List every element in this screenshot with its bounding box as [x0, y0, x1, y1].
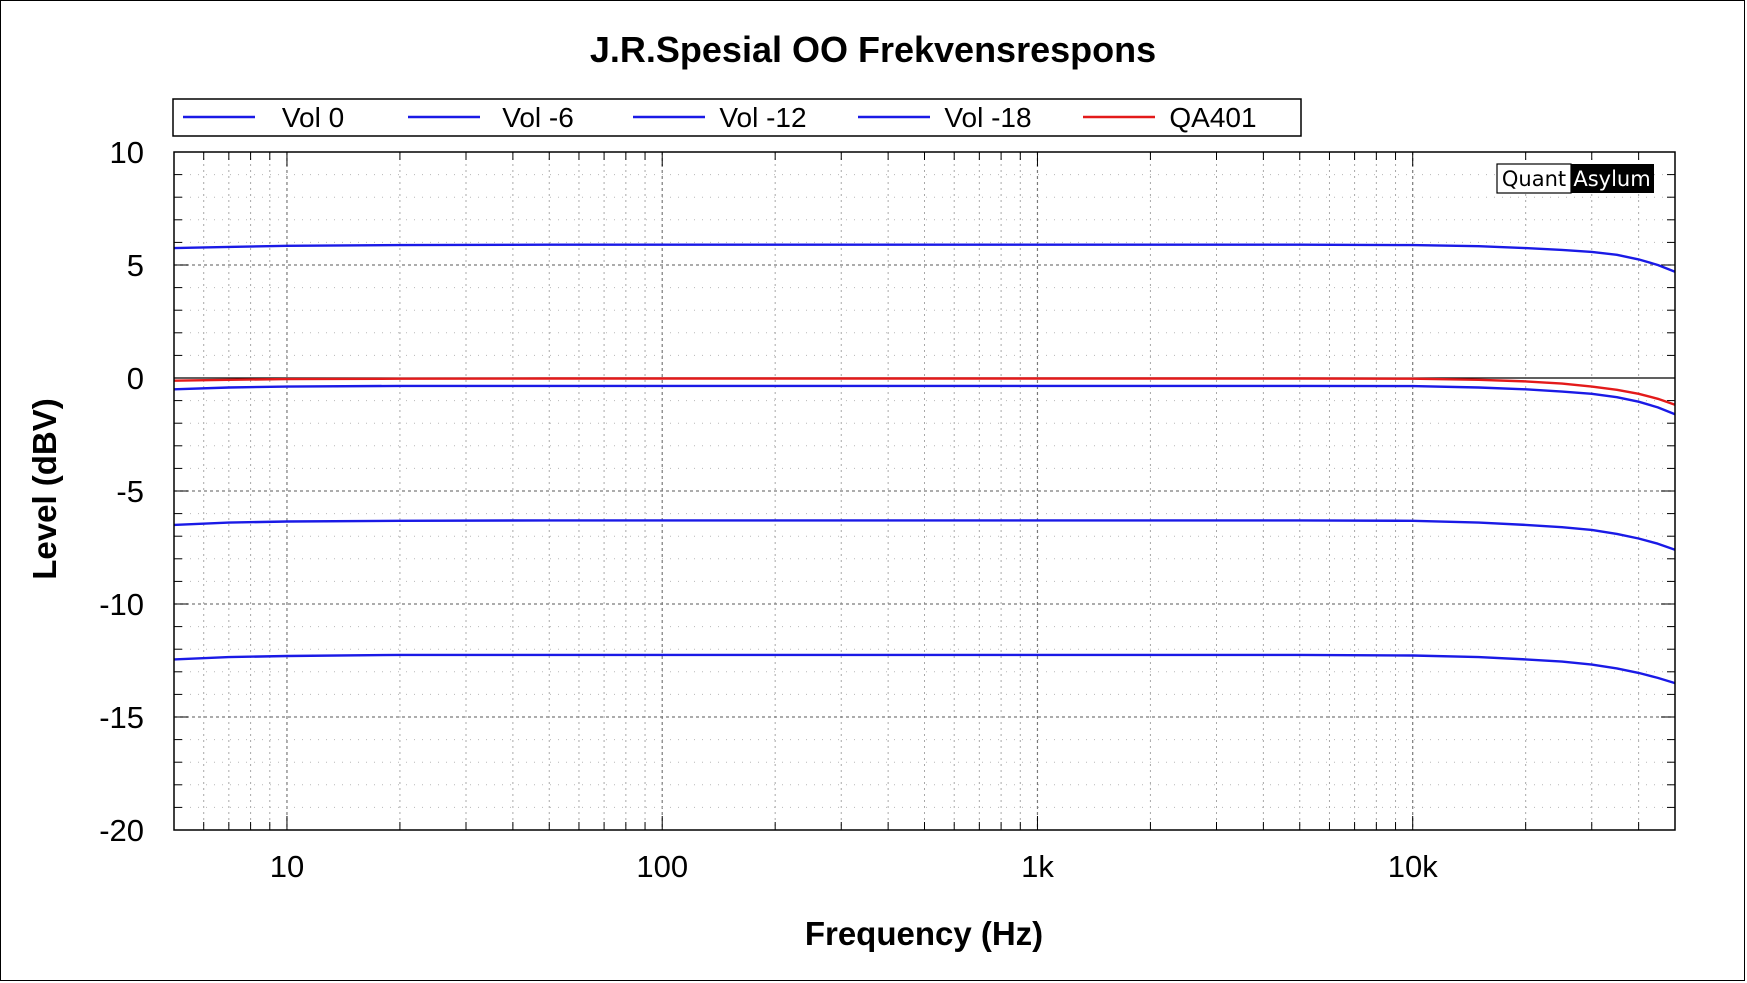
quantasylum-watermark: Quant Asylum	[1496, 163, 1654, 194]
x-tick-label: 10k	[1388, 849, 1438, 884]
x-axis-ticks: 10 100 1k 10k	[270, 849, 1438, 884]
y-axis-ticks: 10 5 0 -5 -10 -15 -20	[99, 135, 144, 848]
series-line-vol-12	[173, 519, 1676, 551]
legend-label: Vol -6	[502, 102, 574, 133]
plot-border	[173, 151, 1676, 831]
y-axis-title: Level (dBV)	[26, 398, 63, 580]
watermark-quant-text: Quant	[1502, 167, 1566, 191]
grid-lines	[174, 151, 1675, 831]
x-axis-title: Frequency (Hz)	[805, 915, 1043, 952]
series-line-vol-6	[173, 384, 1676, 416]
series-line-qa401	[173, 377, 1676, 406]
legend-label: Vol 0	[282, 102, 344, 133]
chart-title: J.R.Spesial OO Frekvensrespons	[590, 29, 1156, 70]
series-line-vol-18	[173, 653, 1676, 685]
watermark-left-box	[1496, 163, 1572, 194]
series-lines	[173, 243, 1676, 685]
legend: Vol 0 Vol -6 Vol -12 Vol -18 QA401	[172, 98, 1302, 137]
legend-label: Vol -18	[944, 102, 1031, 133]
x-tick-label: 100	[636, 849, 688, 884]
series-line-vol-0	[173, 243, 1676, 273]
y-tick-label: -10	[99, 587, 144, 622]
y-tick-label: 0	[127, 361, 144, 396]
y-tick-label: 5	[127, 248, 144, 283]
y-tick-label: -15	[99, 700, 144, 735]
y-tick-label: -20	[99, 813, 144, 848]
x-tick-label: 10	[270, 849, 304, 884]
watermark-asylum-text: Asylum	[1573, 167, 1650, 191]
legend-label: QA401	[1169, 102, 1256, 133]
y-tick-label: -5	[116, 474, 144, 509]
plot-area	[173, 151, 1676, 831]
legend-label: Vol -12	[719, 102, 806, 133]
y-tick-label: 10	[110, 135, 144, 170]
x-tick-label: 1k	[1021, 849, 1054, 884]
watermark-right-box	[1571, 164, 1654, 193]
